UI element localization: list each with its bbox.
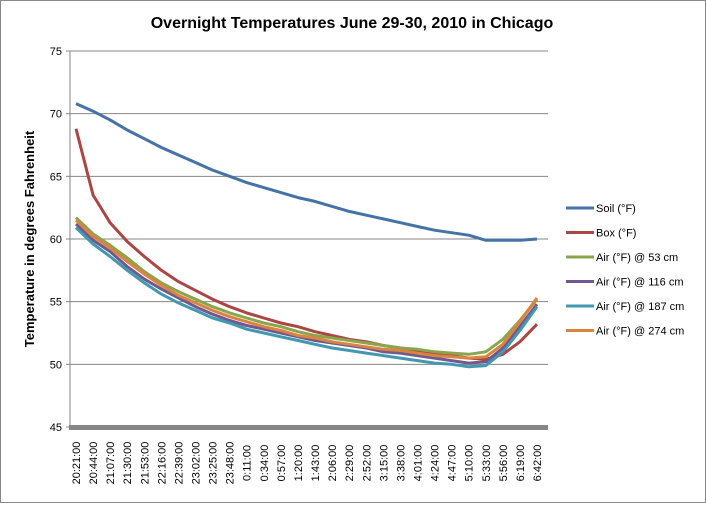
legend-label: Box (°F) [596, 228, 636, 240]
y-tick-label: 45 [50, 422, 62, 434]
x-tick-label: 23:25:00 [208, 442, 220, 485]
y-axis-label: Temperature in degrees Fahrenheit [22, 130, 37, 347]
x-tick-label: 4:01:00 [412, 445, 424, 482]
y-tick-label: 70 [50, 109, 62, 121]
x-tick-label: 0:57:00 [276, 445, 288, 482]
x-tick-label: 0:11:00 [242, 445, 254, 481]
x-tick-label: 23:48:00 [225, 442, 237, 485]
x-tick-label: 5:10:00 [464, 445, 476, 482]
x-tick-label: 4:24:00 [430, 445, 442, 482]
x-tick-label: 1:43:00 [310, 445, 322, 482]
x-tick-label: 22:16:00 [156, 442, 168, 485]
x-tick-label: 21:30:00 [122, 442, 134, 485]
y-tick-label: 75 [50, 46, 62, 58]
x-tick-label: 20:21:00 [71, 442, 83, 485]
x-tick-label: 2:29:00 [344, 445, 356, 482]
x-tick-label: 2:06:00 [327, 445, 339, 482]
x-tick-label: 20:44:00 [88, 442, 100, 485]
x-tick-label: 2:52:00 [361, 445, 373, 482]
x-tick-label: 6:19:00 [515, 445, 527, 482]
x-tick-label: 21:07:00 [105, 442, 117, 485]
x-tick-label: 23:02:00 [191, 442, 203, 485]
x-axis-line [69, 425, 548, 430]
legend-label: Air (°F) @ 116 cm [596, 277, 683, 289]
legend-label: Air (°F) @ 187 cm [596, 301, 684, 313]
y-tick-label: 65 [50, 171, 62, 183]
legend-label: Air (°F) @ 274 cm [596, 326, 684, 338]
x-tick-label: 6:42:00 [532, 445, 544, 482]
x-tick-label: 1:20:00 [293, 445, 305, 482]
series-line [74, 226, 539, 369]
x-tick-label: 3:38:00 [395, 445, 407, 482]
legend-label: Soil (°F) [596, 203, 636, 215]
series-line [74, 219, 539, 360]
legend-label: Air (°F) @ 53 cm [596, 252, 678, 264]
series-line [74, 216, 539, 356]
chart-title: Overnight Temperatures June 29-30, 2010 … [151, 15, 554, 32]
x-tick-label: 0:34:00 [259, 445, 271, 482]
x-tick-label: 4:47:00 [447, 445, 459, 482]
series-line [74, 222, 539, 365]
x-tick-label: 21:53:00 [139, 442, 151, 485]
y-tick-label: 55 [50, 297, 62, 309]
x-tick-label: 5:33:00 [481, 445, 493, 482]
x-tick-label: 22:39:00 [173, 442, 185, 485]
series-line [75, 102, 538, 242]
x-tick-label: 5:56:00 [498, 445, 510, 482]
y-tick-label: 50 [50, 359, 62, 371]
x-tick-label: 3:15:00 [378, 445, 390, 482]
y-tick-label: 60 [50, 234, 62, 246]
